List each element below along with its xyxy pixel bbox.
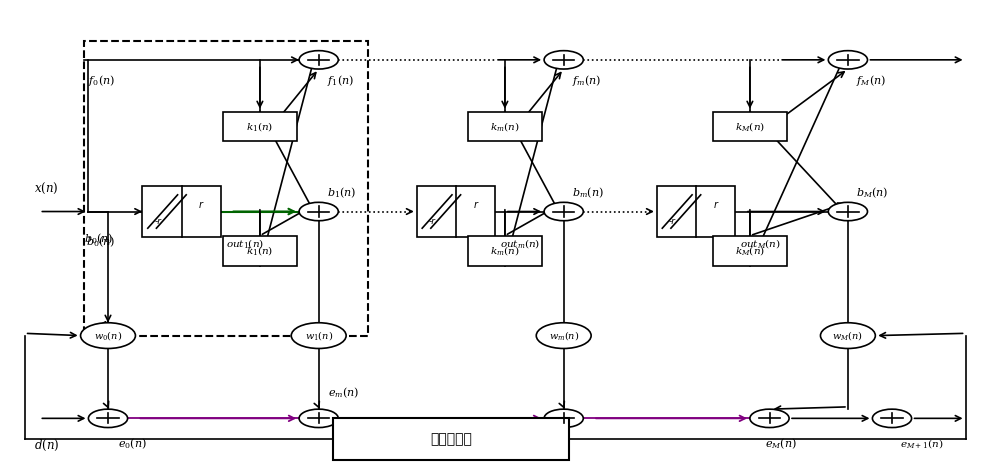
Text: $k_M(n)$: $k_M(n)$ bbox=[735, 244, 765, 257]
Text: $out_m(n)$: $out_m(n)$ bbox=[500, 237, 540, 250]
Text: $out_1(n)$: $out_1(n)$ bbox=[226, 237, 264, 250]
Text: $k_m(n)$: $k_m(n)$ bbox=[490, 244, 520, 257]
Text: $d(n)$: $d(n)$ bbox=[34, 439, 60, 454]
Bar bbox=[713, 112, 787, 142]
Text: $k_m(n)$: $k_m(n)$ bbox=[490, 120, 520, 133]
Text: $k_1(n)$: $k_1(n)$ bbox=[246, 120, 274, 133]
Text: r: r bbox=[474, 200, 478, 211]
Circle shape bbox=[544, 409, 583, 428]
Circle shape bbox=[299, 51, 338, 69]
Circle shape bbox=[299, 202, 338, 221]
Text: $w_1(n)$: $w_1(n)$ bbox=[305, 329, 333, 342]
Text: $b_m(n)$: $b_m(n)$ bbox=[572, 186, 603, 200]
Text: -r: -r bbox=[154, 217, 161, 226]
Circle shape bbox=[828, 51, 868, 69]
Text: 自适应算法: 自适应算法 bbox=[430, 432, 472, 446]
Text: $b_1(n)$: $b_1(n)$ bbox=[327, 186, 356, 200]
Text: $out_M(n)$: $out_M(n)$ bbox=[740, 237, 781, 250]
Circle shape bbox=[750, 409, 789, 428]
Text: $e_m(n)$: $e_m(n)$ bbox=[328, 386, 360, 401]
Text: $f_0(n)$: $f_0(n)$ bbox=[88, 73, 116, 88]
Text: $f_m(n)$: $f_m(n)$ bbox=[572, 73, 601, 88]
Text: $f_M(n)$: $f_M(n)$ bbox=[856, 73, 886, 88]
Bar bbox=[84, 41, 368, 336]
Text: -r: -r bbox=[429, 217, 436, 226]
Bar bbox=[713, 235, 787, 265]
Circle shape bbox=[544, 51, 583, 69]
Circle shape bbox=[820, 323, 875, 348]
Bar bbox=[468, 235, 542, 265]
Circle shape bbox=[81, 323, 135, 348]
Text: $e_{M+1}(n)$: $e_{M+1}(n)$ bbox=[900, 437, 943, 450]
Text: $w_0(n)$: $w_0(n)$ bbox=[94, 329, 122, 342]
Bar bbox=[657, 186, 735, 237]
Text: $k_M(n)$: $k_M(n)$ bbox=[735, 120, 765, 133]
Circle shape bbox=[88, 409, 128, 428]
Text: r: r bbox=[714, 200, 718, 211]
Text: $f_1(n)$: $f_1(n)$ bbox=[327, 73, 354, 88]
Text: $w_m(n)$: $w_m(n)$ bbox=[549, 329, 579, 342]
Circle shape bbox=[544, 202, 583, 221]
Text: r: r bbox=[199, 200, 203, 211]
Text: -r: -r bbox=[669, 217, 676, 226]
Circle shape bbox=[291, 323, 346, 348]
Bar bbox=[223, 235, 297, 265]
Circle shape bbox=[299, 409, 338, 428]
Bar bbox=[142, 186, 221, 237]
Text: $w_M(n)$: $w_M(n)$ bbox=[832, 329, 863, 342]
Bar bbox=[223, 112, 297, 142]
Text: $k_1(n)$: $k_1(n)$ bbox=[246, 244, 274, 257]
Text: $b_M(n)$: $b_M(n)$ bbox=[856, 186, 888, 200]
Circle shape bbox=[536, 323, 591, 348]
Bar bbox=[468, 112, 542, 142]
Text: $b_0(n)$: $b_0(n)$ bbox=[86, 234, 116, 249]
Text: $e_0(n)$: $e_0(n)$ bbox=[118, 436, 147, 451]
Circle shape bbox=[872, 409, 912, 428]
Text: $e_M(n)$: $e_M(n)$ bbox=[765, 436, 797, 451]
Text: $b_0(n)$: $b_0(n)$ bbox=[84, 232, 113, 246]
Circle shape bbox=[828, 202, 868, 221]
Text: $x(n)$: $x(n)$ bbox=[34, 181, 59, 196]
Bar bbox=[417, 186, 495, 237]
Bar bbox=[333, 418, 569, 460]
